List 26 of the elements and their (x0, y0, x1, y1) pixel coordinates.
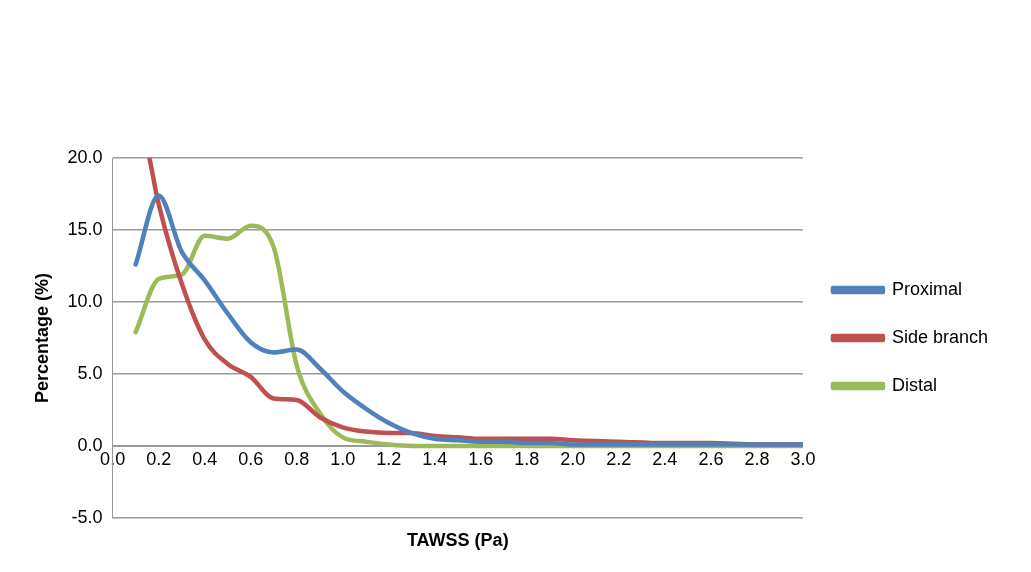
x-tick-label: 0.6 (238, 448, 264, 469)
y-axis-title: Percentage (%) (31, 272, 52, 404)
y-tick-label: 5.0 (77, 362, 103, 383)
x-tick-label: 1.0 (330, 448, 356, 469)
x-tick-label: 2.4 (652, 448, 678, 469)
legend-label: Proximal (891, 278, 962, 299)
x-tick-label: 0.8 (284, 448, 310, 469)
x-tick-label: 1.8 (514, 448, 540, 469)
x-tick-label: 2.2 (606, 448, 632, 469)
x-tick-label: 0.2 (146, 448, 172, 469)
y-tick-label: -5.0 (71, 506, 103, 527)
y-tick-label: 20.0 (67, 146, 103, 167)
x-tick-label: 1.2 (376, 448, 402, 469)
x-tick-label: 1.4 (422, 448, 448, 469)
legend-label: Side branch (891, 326, 989, 347)
y-tick-label: 10.0 (67, 290, 103, 311)
x-tick-label: 3.0 (790, 448, 816, 469)
legend-label: Distal (891, 374, 937, 395)
x-tick-label: 0.0 (100, 448, 126, 469)
x-tick-label: 0.4 (192, 448, 218, 469)
x-tick-label: 2.8 (744, 448, 770, 469)
x-tick-label: 2.6 (698, 448, 724, 469)
x-tick-label: 2.0 (560, 448, 586, 469)
x-tick-label: 1.6 (468, 448, 494, 469)
y-tick-label: 15.0 (67, 218, 103, 239)
x-axis-title: TAWSS (Pa) (406, 529, 509, 550)
